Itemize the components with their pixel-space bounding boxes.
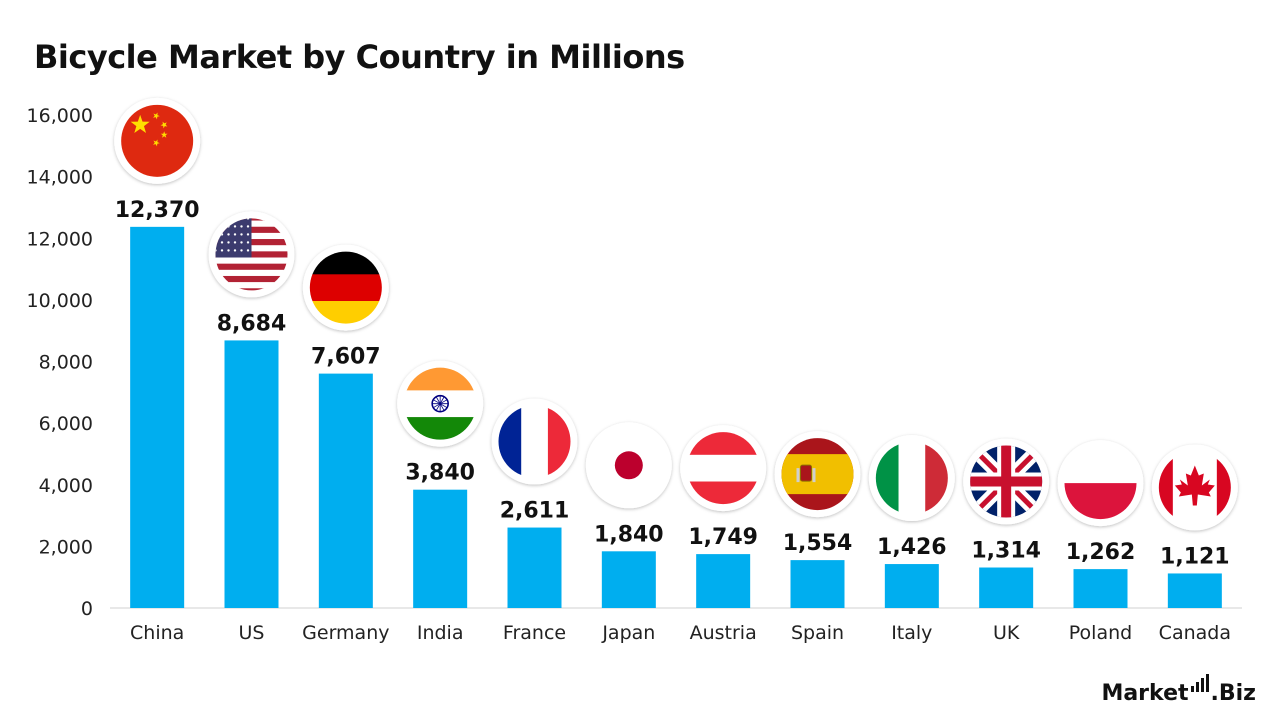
category-label-spain: Spain bbox=[791, 622, 844, 644]
brand-left: Market bbox=[1101, 681, 1189, 706]
china-flag-icon bbox=[114, 97, 201, 184]
y-tick-label: 8,000 bbox=[39, 352, 93, 374]
bar-italy bbox=[884, 564, 939, 608]
brand-right: .Biz bbox=[1210, 681, 1256, 706]
india-flag-icon bbox=[397, 360, 484, 447]
value-label-italy: 1,426 bbox=[877, 535, 947, 560]
bar-india bbox=[413, 489, 468, 608]
value-label-canada: 1,121 bbox=[1160, 544, 1230, 569]
germany-flag-icon bbox=[302, 244, 389, 331]
bar-spain bbox=[790, 560, 845, 608]
category-label-china: China bbox=[130, 622, 184, 644]
canada-flag-icon bbox=[1151, 444, 1238, 531]
category-label-canada: Canada bbox=[1159, 622, 1231, 644]
bar-canada bbox=[1167, 573, 1222, 608]
category-label-austria: Austria bbox=[690, 622, 757, 644]
value-label-india: 3,840 bbox=[405, 461, 475, 486]
category-label-india: India bbox=[417, 622, 464, 644]
bar-germany bbox=[318, 373, 373, 608]
category-label-germany: Germany bbox=[302, 622, 389, 644]
poland-flag-icon bbox=[1057, 440, 1144, 527]
y-tick-label: 4,000 bbox=[39, 475, 93, 497]
uk-flag-icon bbox=[963, 438, 1050, 525]
category-label-france: France bbox=[503, 622, 566, 644]
bar-china bbox=[130, 226, 185, 609]
y-tick-label: 2,000 bbox=[39, 536, 93, 558]
value-label-us: 8,684 bbox=[217, 311, 287, 336]
value-label-uk: 1,314 bbox=[971, 539, 1041, 564]
bar-france bbox=[507, 527, 562, 608]
bar-japan bbox=[601, 551, 656, 608]
value-label-china: 12,370 bbox=[115, 198, 200, 223]
value-label-japan: 1,840 bbox=[594, 522, 664, 547]
y-tick-label: 14,000 bbox=[27, 167, 93, 189]
category-labels: 12,370 China 8,684 US 7,607 Germany 3,840 India… bbox=[114, 97, 1238, 644]
bars-group bbox=[130, 226, 1222, 609]
value-label-poland: 1,262 bbox=[1066, 540, 1136, 565]
category-label-uk: UK bbox=[993, 622, 1020, 644]
spain-flag-icon bbox=[774, 431, 861, 518]
bars-icon bbox=[1190, 674, 1209, 692]
value-label-spain: 1,554 bbox=[783, 531, 853, 556]
y-tick-label: 12,000 bbox=[27, 228, 93, 250]
value-label-germany: 7,607 bbox=[311, 345, 381, 370]
italy-flag-icon bbox=[868, 435, 955, 522]
austria-flag-icon bbox=[680, 425, 767, 512]
y-tick-label: 0 bbox=[81, 598, 93, 620]
category-label-us: US bbox=[239, 622, 265, 644]
y-tick-label: 16,000 bbox=[27, 105, 93, 127]
category-label-poland: Poland bbox=[1069, 622, 1132, 644]
us-flag-icon bbox=[208, 211, 295, 298]
category-label-italy: Italy bbox=[891, 622, 932, 644]
category-label-japan: Japan bbox=[601, 622, 655, 644]
y-axis: 0 2,000 4,000 6,000 8,000 10,000 12,000 14,000 1… bbox=[27, 105, 93, 620]
france-flag-icon bbox=[491, 398, 578, 485]
value-label-austria: 1,749 bbox=[688, 525, 758, 550]
bar-uk bbox=[979, 567, 1034, 608]
chart-title: Bicycle Market by Country in Millions bbox=[34, 38, 685, 76]
y-tick-label: 6,000 bbox=[39, 413, 93, 435]
bar-austria bbox=[696, 554, 751, 608]
brand-logo: Market .Biz bbox=[1101, 674, 1256, 706]
japan-flag-icon bbox=[585, 422, 672, 509]
y-tick-label: 10,000 bbox=[27, 290, 93, 312]
bar-us bbox=[224, 340, 279, 608]
bar-poland bbox=[1073, 569, 1128, 608]
value-label-france: 2,611 bbox=[500, 499, 570, 524]
